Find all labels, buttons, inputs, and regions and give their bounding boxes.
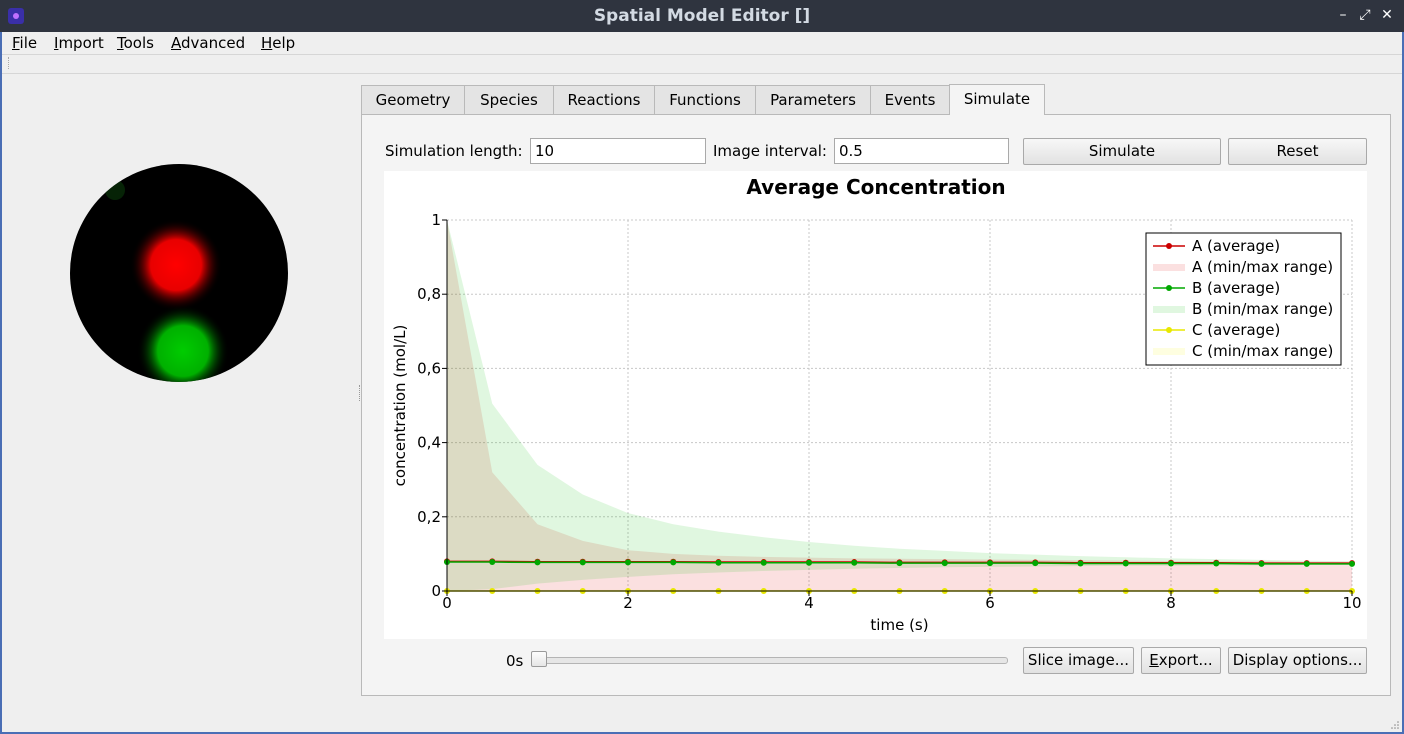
data-point[interactable]	[941, 560, 948, 567]
legend-marker	[1166, 243, 1172, 249]
data-point[interactable]	[489, 559, 496, 566]
legend-box	[1145, 232, 1342, 366]
app-icon	[8, 8, 24, 24]
range-area	[447, 220, 1352, 591]
data-point[interactable]	[987, 560, 993, 567]
x-tick-label: 2	[623, 594, 633, 612]
y-tick-label: 0	[431, 582, 441, 600]
data-point[interactable]	[1077, 560, 1084, 567]
species-a-spot	[130, 219, 222, 311]
minimize-icon[interactable]: –	[1339, 7, 1347, 23]
x-tick-label: 6	[985, 594, 995, 612]
legend-label: C (average)	[1192, 321, 1280, 339]
window-border-bottom	[0, 732, 1404, 734]
y-tick-label: 0,8	[417, 285, 441, 303]
tab-geometry[interactable]: Geometry	[361, 85, 465, 114]
close-icon[interactable]: ✕	[1381, 7, 1393, 23]
data-point[interactable]	[1168, 560, 1174, 567]
x-tick-label: 10	[1342, 594, 1361, 612]
display-options-button[interactable]: Display options...	[1228, 647, 1367, 674]
tab-species[interactable]: Species	[464, 85, 554, 114]
window-border-left	[0, 32, 2, 734]
y-tick-label: 1	[431, 211, 441, 229]
x-axis-label: time (s)	[870, 616, 928, 634]
tab-events[interactable]: Events	[870, 85, 950, 114]
tab-parameters[interactable]: Parameters	[755, 85, 871, 114]
legend-swatch	[1153, 348, 1185, 355]
legend-marker	[1166, 327, 1172, 333]
menu-import[interactable]: Import	[54, 34, 104, 52]
species-b-spot	[137, 305, 229, 382]
concentration-chart[interactable]: Average Concentration 0 2 4 6 8 10 0 0,2 0,4 0,6 0,…	[384, 171, 1367, 639]
legend-label: A (average)	[1192, 237, 1280, 255]
data-point[interactable]	[625, 559, 631, 566]
data-point[interactable]	[1349, 560, 1355, 567]
y-tick-label: 0,4	[417, 434, 441, 452]
simulate-button[interactable]: Simulate	[1023, 138, 1221, 165]
simulation-length-input[interactable]: 10	[530, 138, 706, 164]
species-b-trace	[105, 180, 125, 200]
toolbar	[2, 54, 1402, 74]
legend-label: B (average)	[1192, 279, 1280, 297]
time-label: 0s	[506, 652, 524, 670]
y-axis-label: concentration (mol/L)	[391, 325, 409, 487]
splitter-handle[interactable]	[359, 385, 362, 401]
x-tick-label: 0	[442, 594, 452, 612]
x-tick-label: 4	[804, 594, 814, 612]
export-button[interactable]: Export...	[1141, 647, 1221, 674]
window-title: Spatial Model Editor []	[593, 6, 811, 26]
menu-file[interactable]: File	[12, 34, 38, 52]
time-slider-handle[interactable]	[531, 651, 547, 667]
data-point[interactable]	[534, 559, 541, 566]
legend-swatch	[1153, 306, 1185, 313]
legend-label: B (min/max range)	[1192, 300, 1333, 318]
time-slider[interactable]	[532, 657, 1008, 664]
tab-functions[interactable]: Functions	[654, 85, 756, 114]
data-point[interactable]	[715, 559, 722, 566]
title-bar: Spatial Model Editor [] – ⤢ ✕	[0, 0, 1404, 32]
data-point[interactable]	[579, 559, 586, 566]
image-interval-input[interactable]: 0.5	[834, 138, 1009, 164]
tab-reactions[interactable]: Reactions	[553, 85, 655, 114]
image-interval-label: Image interval:	[713, 142, 827, 160]
menu-advanced[interactable]: Advanced	[171, 34, 246, 52]
window-border-right	[1402, 32, 1404, 734]
data-point[interactable]	[851, 559, 858, 566]
legend-label: A (min/max range)	[1192, 258, 1333, 276]
geometry-image[interactable]	[60, 155, 300, 395]
menu-tools[interactable]: Tools	[117, 34, 154, 52]
x-tick-label: 8	[1166, 594, 1176, 612]
toolbar-handle[interactable]	[8, 57, 11, 69]
maximize-icon[interactable]: ⤢	[1359, 7, 1371, 23]
range-area	[447, 220, 1352, 591]
tab-simulate[interactable]: Simulate	[949, 84, 1045, 115]
legend-label: C (min/max range)	[1192, 342, 1333, 360]
data-point[interactable]	[1032, 560, 1039, 567]
reset-button[interactable]: Reset	[1228, 138, 1367, 165]
data-point[interactable]	[1122, 560, 1129, 567]
resize-grip-icon[interactable]	[1390, 720, 1400, 730]
legend-swatch	[1153, 264, 1185, 271]
data-point[interactable]	[896, 560, 903, 567]
data-point[interactable]	[806, 559, 812, 566]
data-point[interactable]	[1213, 560, 1220, 567]
legend-marker	[1166, 285, 1172, 291]
data-point[interactable]	[670, 559, 677, 566]
slice-image-button[interactable]: Slice image...	[1023, 647, 1134, 674]
y-tick-label: 0,6	[417, 359, 441, 377]
data-point[interactable]	[1258, 560, 1265, 567]
menu-help[interactable]: Help	[261, 34, 296, 52]
data-point[interactable]	[1303, 560, 1310, 567]
chart-title: Average Concentration	[746, 175, 1005, 199]
plot-area[interactable]: Average Concentration 0 2 4 6 8 10 0 0,2 0,4 0,6 0,…	[384, 171, 1367, 639]
menu-bar: File Import Tools Advanced Help	[2, 32, 1402, 54]
data-point[interactable]	[760, 559, 767, 566]
y-tick-label: 0,2	[417, 508, 441, 526]
simulation-length-label: Simulation length:	[385, 142, 523, 160]
